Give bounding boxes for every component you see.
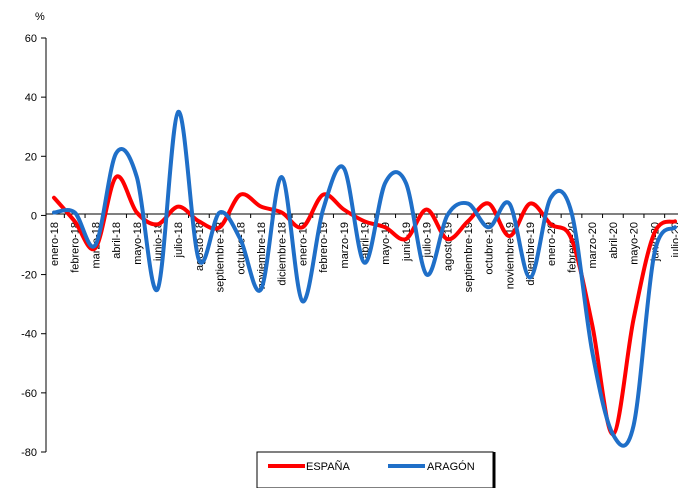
y-axis: % 60 40 20 0 -20 -40 -60 -80	[21, 11, 47, 459]
x-tick-label: abril-18	[111, 222, 123, 259]
series-line-aragon	[52, 109, 677, 448]
x-tick-label: junio-19	[401, 222, 413, 262]
x-tick-label: julio-20	[670, 222, 678, 258]
x-tick-label: marzo-19	[339, 222, 351, 268]
x-tick-label: julio-18	[173, 222, 185, 258]
x-tick-label: julio-19	[422, 222, 434, 258]
legend-label-aragon: ARAGÓN	[427, 460, 475, 473]
series-lines	[52, 109, 677, 448]
x-tick-label: noviembre-19	[504, 222, 516, 289]
y-tick-label: 0	[31, 210, 37, 222]
legend: ESPAÑA ARAGÓN	[256, 451, 496, 488]
x-tick-label: febrero-19	[318, 222, 330, 273]
y-tick-label: 60	[25, 33, 37, 45]
x-tick-label: agosto-19	[442, 222, 454, 271]
y-tick-label: -80	[21, 447, 37, 459]
x-tick-label: marzo-20	[587, 222, 599, 268]
y-tick-label: 20	[25, 151, 37, 163]
x-tick-label: enero-20	[546, 222, 558, 266]
y-tick-label: -40	[21, 329, 37, 341]
x-tick-label: mayo-18	[132, 222, 144, 265]
legend-label-espana: ESPAÑA	[306, 460, 350, 473]
x-tick-label: junio-20	[649, 222, 661, 262]
x-tick-label: mayo-20	[629, 222, 641, 265]
y-tick-label: -60	[21, 388, 37, 400]
x-tick-label: febrero-18	[70, 222, 82, 273]
x-tick-label: enero-18	[49, 222, 61, 266]
x-tick-label: septiembre-18	[215, 222, 227, 292]
x-axis: enero-18 febrero-18 marzo-18 abril-18 mayo-1…	[46, 213, 678, 292]
x-tick-label: mayo-19	[380, 222, 392, 265]
y-axis-unit-label: %	[35, 11, 45, 23]
x-tick-label: enero-19	[297, 222, 309, 266]
x-tick-label: abril-19	[360, 222, 372, 259]
x-tick-label: abril-20	[608, 222, 620, 259]
x-tick-label: octubre-19	[484, 222, 496, 275]
x-tick-label: septiembre-19	[463, 222, 475, 292]
y-tick-label: -20	[21, 270, 37, 282]
x-tick-label: diciembre-18	[277, 222, 289, 286]
y-tick-label: 40	[25, 92, 37, 104]
